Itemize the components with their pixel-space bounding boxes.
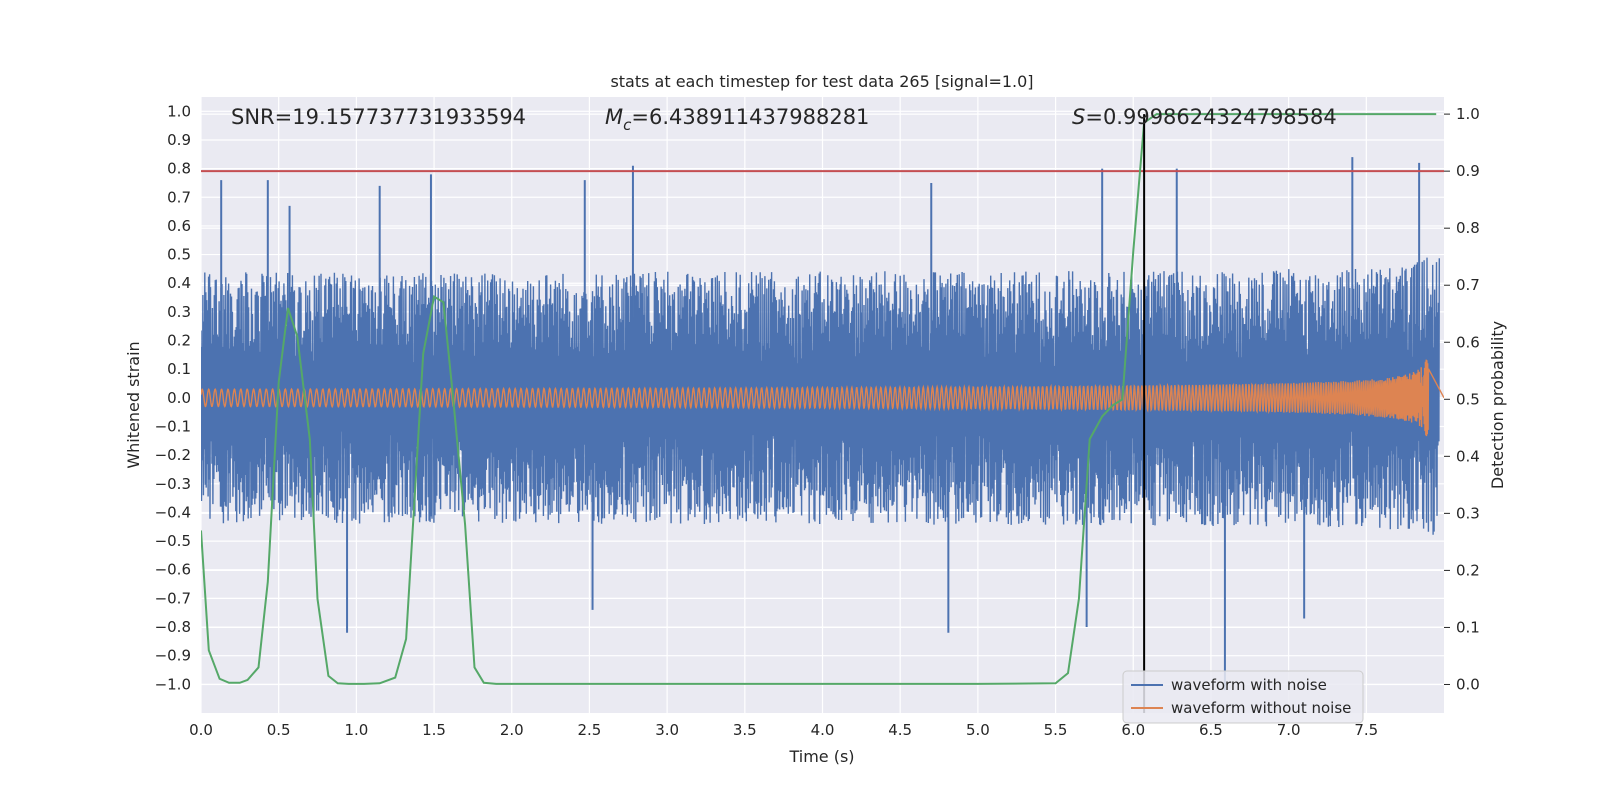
x-tick-label: 3.5 — [733, 721, 757, 739]
y2-tick-label: 0.1 — [1456, 618, 1480, 636]
s-value: =0.9998624324798584 — [1085, 105, 1336, 129]
x-tick-label: 4.0 — [811, 721, 835, 739]
series-layer — [201, 113, 1444, 713]
y-tick-label: 0.7 — [167, 188, 191, 206]
x-tick-label: 6.5 — [1199, 721, 1223, 739]
y-tick-label: 0.5 — [167, 246, 191, 264]
y-tick-label: −0.8 — [155, 618, 191, 636]
y2-tick-label: 0.2 — [1456, 561, 1480, 579]
y2-tick-label: 0.0 — [1456, 675, 1480, 693]
y-tick-label: 0.2 — [167, 332, 191, 350]
y-tick-label: −0.2 — [155, 446, 191, 464]
legend-label-noisy: waveform with noise — [1171, 676, 1327, 694]
y-tick-label: 0.6 — [167, 217, 191, 235]
x-tick-label: 0.0 — [189, 721, 213, 739]
x-tick-label: 2.0 — [500, 721, 524, 739]
y-ticks-left: 1.0 0.9 0.8 0.7 0.6 0.5 0.4 0.3 0.2 0.1 0.0 −0.1 −0.… — [155, 102, 191, 693]
y-ticks-right: 1.0 0.9 0.8 0.7 0.6 0.5 0.4 0.3 0.2 0.1 0.0 — [1444, 105, 1480, 693]
mc-subscript: c — [623, 116, 632, 134]
y-axis-label: Whitened strain — [124, 341, 143, 468]
y-tick-label: −0.5 — [155, 532, 191, 550]
y-tick-label: 0.0 — [167, 389, 191, 407]
y2-tick-label: 0.5 — [1456, 390, 1480, 408]
x-tick-label: 7.0 — [1277, 721, 1301, 739]
x-ticks: 0.0 0.5 1.0 1.5 2.0 2.5 3.0 3.5 4.0 4.5 5.0 5.5 6.0 6… — [189, 721, 1378, 739]
mc-symbol: M — [605, 105, 623, 129]
legend-label-clean: waveform without noise — [1171, 699, 1351, 717]
x-tick-label: 1.0 — [344, 721, 368, 739]
y2-tick-label: 0.6 — [1456, 333, 1480, 351]
y-tick-label: −0.6 — [155, 561, 191, 579]
series-clean-waveform — [201, 359, 1444, 437]
x-tick-label: 5.5 — [1044, 721, 1068, 739]
y2-tick-label: 0.9 — [1456, 162, 1480, 180]
y-tick-label: −0.9 — [155, 647, 191, 665]
series-noisy-waveform — [201, 257, 1440, 535]
legend: waveform with noise waveform without noi… — [1122, 670, 1364, 724]
y2-tick-label: 0.7 — [1456, 276, 1480, 294]
x-tick-label: 2.5 — [578, 721, 602, 739]
x-tick-label: 1.5 — [422, 721, 446, 739]
y2-tick-label: 1.0 — [1456, 105, 1480, 123]
y-tick-label: 0.3 — [167, 303, 191, 321]
y-tick-label: −0.7 — [155, 589, 191, 607]
y-tick-label: 0.9 — [167, 131, 191, 149]
y-tick-label: 0.8 — [167, 160, 191, 178]
chart-title: stats at each timestep for test data 265… — [610, 72, 1033, 91]
mc-value: =6.438911437988281 — [631, 105, 869, 129]
y-tick-label: −0.4 — [155, 503, 191, 521]
x-tick-label: 5.0 — [966, 721, 990, 739]
y-tick-label: 1.0 — [167, 102, 191, 120]
y2-tick-label: 0.8 — [1456, 219, 1480, 237]
chirp-mass-annotation: Mc=6.438911437988281 — [605, 105, 869, 134]
y-tick-label: −1.0 — [155, 675, 191, 693]
detection-stat-annotation: S=0.9998624324798584 — [1072, 105, 1337, 129]
y-tick-label: −0.3 — [155, 475, 191, 493]
series-detection-probability — [201, 113, 1437, 685]
s-symbol: S — [1072, 105, 1085, 129]
x-axis-label: Time (s) — [788, 747, 854, 766]
snr-annotation: SNR=19.157737731933594 — [231, 105, 526, 129]
x-tick-label: 7.5 — [1354, 721, 1378, 739]
y-axis-label-right: Detection probability — [1488, 321, 1507, 489]
x-tick-label: 0.5 — [267, 721, 291, 739]
x-tick-label: 4.5 — [888, 721, 912, 739]
y-tick-label: 0.1 — [167, 360, 191, 378]
y2-tick-label: 0.4 — [1456, 447, 1480, 465]
x-tick-label: 3.0 — [655, 721, 679, 739]
x-tick-label: 6.0 — [1121, 721, 1145, 739]
y-tick-label: 0.4 — [167, 274, 191, 292]
y2-tick-label: 0.3 — [1456, 504, 1480, 522]
y-tick-label: −0.1 — [155, 417, 191, 435]
legend-box — [1122, 670, 1364, 724]
